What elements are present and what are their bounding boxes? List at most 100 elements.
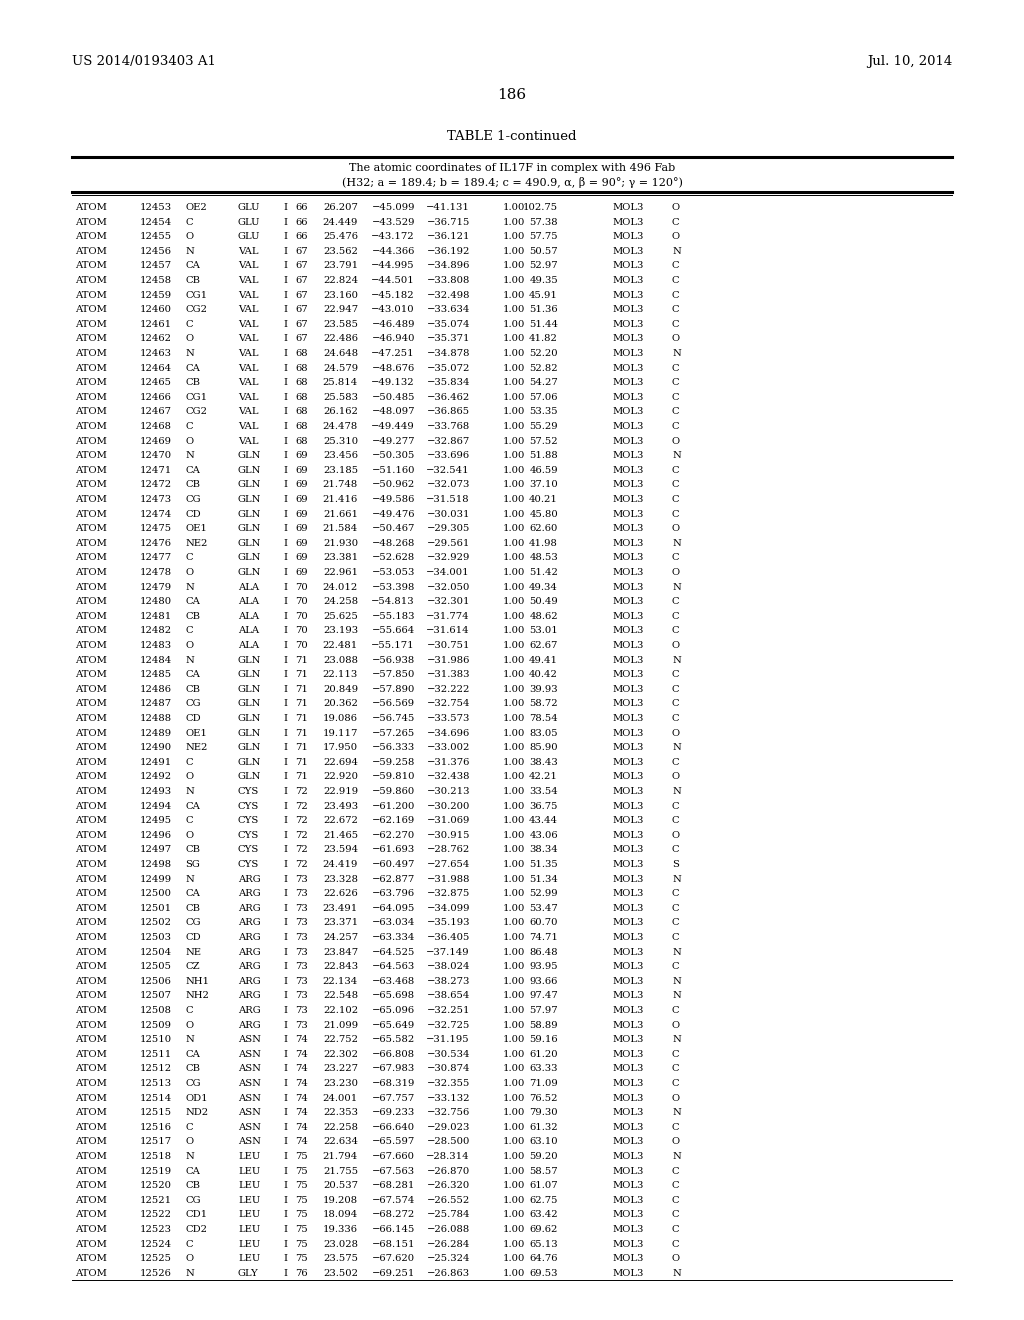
Text: CG1: CG1 xyxy=(185,393,207,401)
Text: −49.277: −49.277 xyxy=(372,437,415,446)
Text: 1.00: 1.00 xyxy=(503,627,525,635)
Text: C: C xyxy=(672,510,680,519)
Text: I: I xyxy=(283,787,287,796)
Text: MOL3: MOL3 xyxy=(612,919,643,928)
Text: −31.195: −31.195 xyxy=(426,1035,470,1044)
Text: MOL3: MOL3 xyxy=(612,348,643,358)
Text: −36.192: −36.192 xyxy=(427,247,470,256)
Text: MOL3: MOL3 xyxy=(612,218,643,227)
Text: 97.47: 97.47 xyxy=(529,991,558,1001)
Text: MOL3: MOL3 xyxy=(612,451,643,461)
Text: 69: 69 xyxy=(295,539,308,548)
Text: NH2: NH2 xyxy=(185,991,209,1001)
Text: MOL3: MOL3 xyxy=(612,1109,643,1117)
Text: ATOM: ATOM xyxy=(75,743,106,752)
Text: ATOM: ATOM xyxy=(75,787,106,796)
Text: 1.00: 1.00 xyxy=(503,714,525,723)
Text: GLU: GLU xyxy=(238,218,260,227)
Text: 21.416: 21.416 xyxy=(323,495,358,504)
Text: I: I xyxy=(283,1181,287,1191)
Text: I: I xyxy=(283,948,287,957)
Text: GLN: GLN xyxy=(238,729,261,738)
Text: 1.00: 1.00 xyxy=(503,1152,525,1162)
Text: 71: 71 xyxy=(295,656,308,664)
Text: −36.121: −36.121 xyxy=(427,232,470,242)
Text: ARG: ARG xyxy=(238,962,261,972)
Text: ASN: ASN xyxy=(238,1138,261,1146)
Text: 64.76: 64.76 xyxy=(529,1254,558,1263)
Text: −30.751: −30.751 xyxy=(427,642,470,649)
Text: I: I xyxy=(283,466,287,475)
Text: CG2: CG2 xyxy=(185,408,207,416)
Text: 71: 71 xyxy=(295,772,308,781)
Text: ARG: ARG xyxy=(238,948,261,957)
Text: CYS: CYS xyxy=(238,801,259,810)
Text: GLN: GLN xyxy=(238,772,261,781)
Text: 72: 72 xyxy=(295,816,308,825)
Text: MOL3: MOL3 xyxy=(612,334,643,343)
Text: MOL3: MOL3 xyxy=(612,480,643,490)
Text: C: C xyxy=(672,801,680,810)
Text: 1.00: 1.00 xyxy=(503,276,525,285)
Text: 12488: 12488 xyxy=(140,714,172,723)
Text: I: I xyxy=(283,348,287,358)
Text: TABLE 1-continued: TABLE 1-continued xyxy=(447,129,577,143)
Text: 22.920: 22.920 xyxy=(323,772,358,781)
Text: 12517: 12517 xyxy=(140,1138,172,1146)
Text: 12458: 12458 xyxy=(140,276,172,285)
Text: I: I xyxy=(283,393,287,401)
Text: GLN: GLN xyxy=(238,480,261,490)
Text: ASN: ASN xyxy=(238,1093,261,1102)
Text: 73: 73 xyxy=(295,875,308,883)
Text: ATOM: ATOM xyxy=(75,1049,106,1059)
Text: MOL3: MOL3 xyxy=(612,1078,643,1088)
Text: ATOM: ATOM xyxy=(75,348,106,358)
Text: −48.676: −48.676 xyxy=(372,363,415,372)
Text: O: O xyxy=(672,334,680,343)
Text: −32.301: −32.301 xyxy=(427,597,470,606)
Text: I: I xyxy=(283,830,287,840)
Text: −63.468: −63.468 xyxy=(372,977,415,986)
Text: 43.44: 43.44 xyxy=(529,816,558,825)
Text: 61.07: 61.07 xyxy=(529,1181,558,1191)
Text: I: I xyxy=(283,933,287,942)
Text: ATOM: ATOM xyxy=(75,977,106,986)
Text: 12499: 12499 xyxy=(140,875,172,883)
Text: −47.251: −47.251 xyxy=(372,348,415,358)
Text: 69: 69 xyxy=(295,480,308,490)
Text: −46.489: −46.489 xyxy=(372,319,415,329)
Text: −30.031: −30.031 xyxy=(427,510,470,519)
Text: 1.00: 1.00 xyxy=(503,568,525,577)
Text: 53.35: 53.35 xyxy=(529,408,558,416)
Text: C: C xyxy=(672,261,680,271)
Text: −60.497: −60.497 xyxy=(372,861,415,869)
Text: C: C xyxy=(672,1078,680,1088)
Text: C: C xyxy=(672,627,680,635)
Text: 12462: 12462 xyxy=(140,334,172,343)
Text: −33.132: −33.132 xyxy=(427,1093,470,1102)
Text: C: C xyxy=(672,904,680,913)
Text: MOL3: MOL3 xyxy=(612,933,643,942)
Text: 71: 71 xyxy=(295,729,308,738)
Text: ALA: ALA xyxy=(238,597,259,606)
Text: MOL3: MOL3 xyxy=(612,890,643,898)
Text: 1.00: 1.00 xyxy=(503,671,525,680)
Text: 23.491: 23.491 xyxy=(323,904,358,913)
Text: 22.961: 22.961 xyxy=(323,568,358,577)
Text: I: I xyxy=(283,305,287,314)
Text: ATOM: ATOM xyxy=(75,524,106,533)
Text: 1.00: 1.00 xyxy=(503,437,525,446)
Text: 51.35: 51.35 xyxy=(529,861,558,869)
Text: I: I xyxy=(283,845,287,854)
Text: MOL3: MOL3 xyxy=(612,772,643,781)
Text: −65.096: −65.096 xyxy=(372,1006,415,1015)
Text: −33.573: −33.573 xyxy=(427,714,470,723)
Text: 1.00: 1.00 xyxy=(503,1196,525,1205)
Text: ASN: ASN xyxy=(238,1123,261,1131)
Text: −32.929: −32.929 xyxy=(427,553,470,562)
Text: 76: 76 xyxy=(295,1269,308,1278)
Text: I: I xyxy=(283,758,287,767)
Text: ATOM: ATOM xyxy=(75,991,106,1001)
Text: 12487: 12487 xyxy=(140,700,172,709)
Text: MOL3: MOL3 xyxy=(612,276,643,285)
